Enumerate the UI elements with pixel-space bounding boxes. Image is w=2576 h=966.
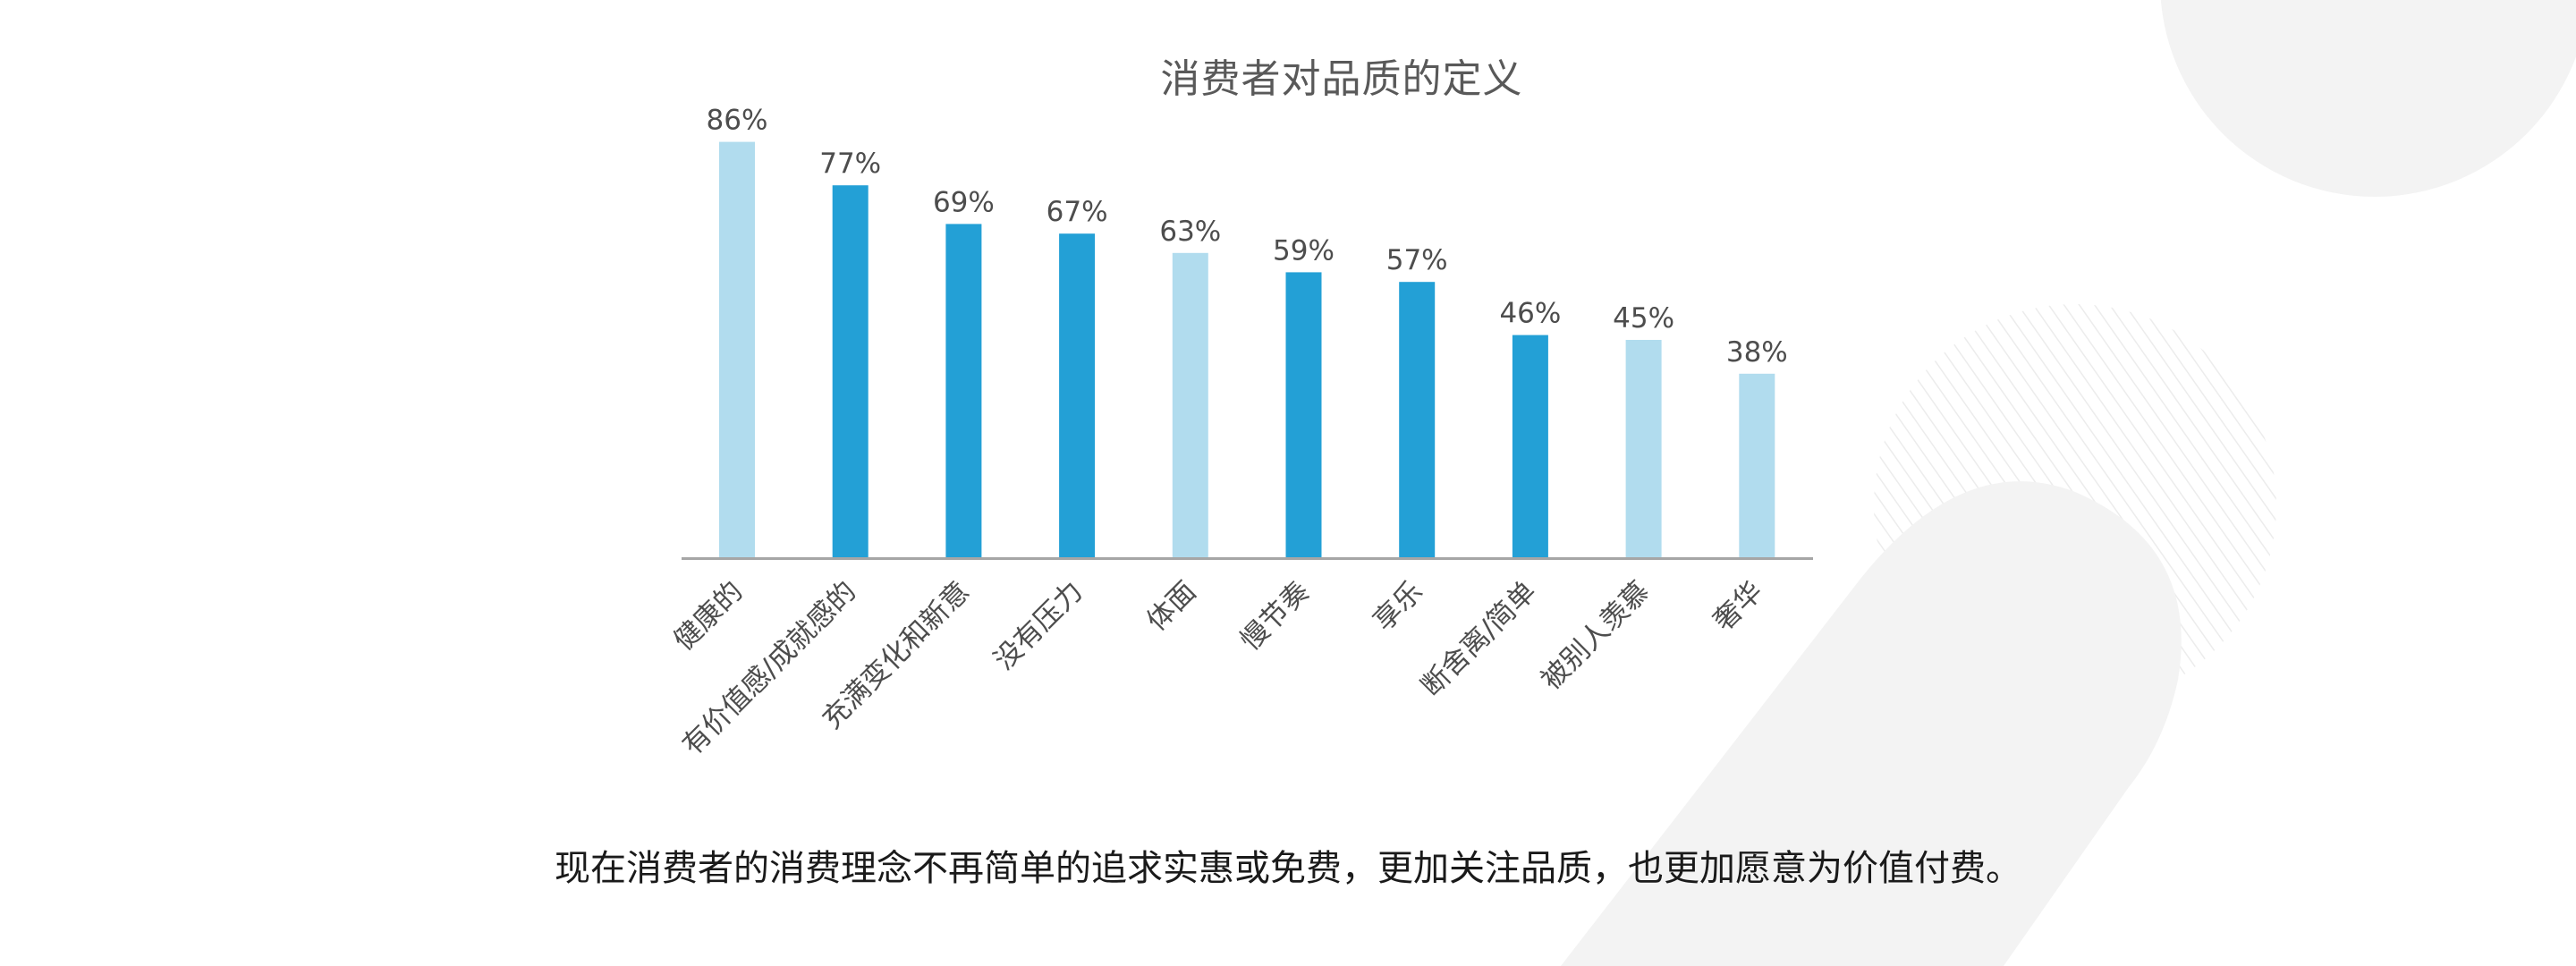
- bar-3: [945, 224, 982, 557]
- bar-10: [1739, 373, 1775, 557]
- value-label-2: 77%: [819, 148, 881, 180]
- value-label-6: 59%: [1273, 234, 1335, 267]
- category-label-5: 体面: [1140, 575, 1202, 637]
- category-label-6: 慢节奏: [1234, 575, 1316, 657]
- bar-1: [719, 141, 755, 557]
- value-label-5: 63%: [1159, 216, 1221, 248]
- bars-layer: [719, 141, 1775, 557]
- value-label-4: 67%: [1046, 196, 1108, 228]
- value-label-1: 86%: [707, 105, 768, 137]
- category-label-8: 断舍离/简单: [1415, 575, 1542, 702]
- caption-text: 现在消费者的消费理念不再简单的追求实惠或免费，更加关注品质，也更加愿意为价值付费…: [555, 848, 2021, 889]
- value-label-8: 46%: [1499, 298, 1561, 330]
- value-label-3: 69%: [933, 186, 995, 218]
- decor-diagonal-shape: [1561, 481, 2182, 966]
- bar-8: [1512, 335, 1548, 557]
- value-label-10: 38%: [1726, 336, 1788, 369]
- category-label-10: 奢华: [1707, 575, 1769, 637]
- category-label-9: 被别人羡慕: [1535, 575, 1656, 696]
- bar-9: [1625, 340, 1662, 557]
- decor-circle-top-right: [2160, 0, 2576, 197]
- category-label-1: 健康的: [667, 575, 749, 657]
- bar-2: [832, 185, 869, 557]
- bar-7: [1399, 282, 1436, 557]
- value-labels-layer: 86% 77% 69% 67% 63% 59% 57% 46% 45% 38%: [707, 105, 1788, 369]
- value-label-9: 45%: [1613, 302, 1674, 335]
- bar-4: [1059, 233, 1096, 557]
- value-label-7: 57%: [1386, 244, 1448, 276]
- bar-6: [1285, 272, 1322, 557]
- category-label-7: 享乐: [1368, 575, 1429, 637]
- category-label-4: 没有压力: [988, 575, 1089, 676]
- bar-5: [1172, 252, 1208, 557]
- chart-title: 消费者对品质的定义: [1160, 56, 1523, 102]
